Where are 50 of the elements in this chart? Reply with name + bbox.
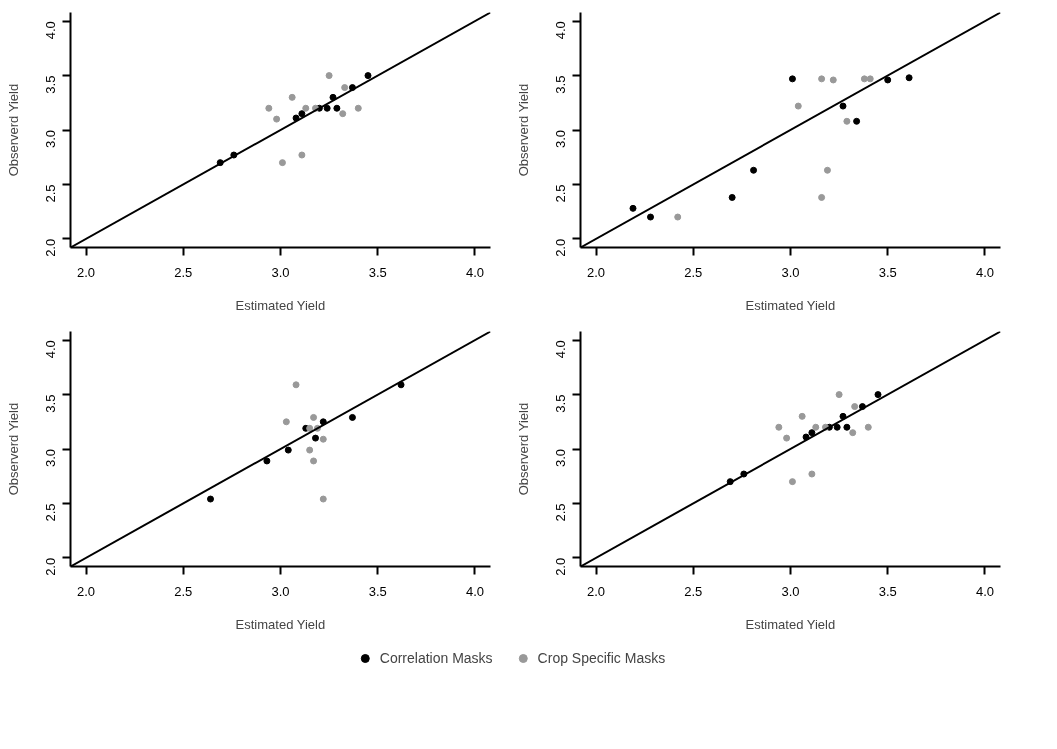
x-tick-label: 4.0: [465, 583, 484, 599]
x-tick-label: 3.0: [781, 264, 800, 280]
y-tick-label: 4.0: [553, 21, 568, 40]
y-tick-label: 3.0: [553, 129, 568, 149]
legend-label: Correlation Masks: [379, 650, 493, 666]
x-tick-label: 2.0: [587, 583, 606, 599]
x-axis-title: Estimated Yield: [745, 297, 836, 313]
y-tick-label: 3.5: [43, 75, 58, 94]
y-tick-label: 2.0: [43, 238, 58, 257]
y-axis-title: Observerd Yield: [5, 83, 21, 177]
x-tick-label: 2.5: [684, 583, 703, 599]
x-tick-label: 3.5: [878, 264, 897, 280]
y-tick-label: 2.5: [43, 184, 58, 203]
y-tick-label: 2.0: [553, 238, 568, 257]
x-axis-title: Estimated Yield: [235, 616, 326, 632]
y-axis-title: Observerd Yield: [515, 83, 531, 177]
y-tick-label: 3.0: [553, 448, 568, 468]
x-tick-label: 2.0: [587, 264, 606, 280]
x-axis-title: Estimated Yield: [745, 616, 836, 632]
x-tick-label: 2.0: [77, 264, 96, 280]
y-tick-label: 2.5: [553, 184, 568, 203]
x-tick-label: 2.5: [684, 264, 703, 280]
y-tick-label: 4.0: [43, 21, 58, 40]
y-tick-label: 2.0: [553, 557, 568, 576]
x-tick-label: 2.5: [174, 583, 193, 599]
y-tick-label: 3.5: [553, 75, 568, 94]
x-tick-label: 3.5: [368, 583, 387, 599]
x-tick-label: 4.0: [975, 583, 994, 599]
y-tick-label: 3.0: [43, 448, 58, 468]
x-tick-label: 3.0: [271, 264, 290, 280]
y-tick-label: 3.5: [553, 394, 568, 413]
x-tick-label: 2.0: [77, 583, 96, 599]
x-tick-label: 3.0: [781, 583, 800, 599]
x-tick-label: 3.5: [368, 264, 387, 280]
y-tick-label: 2.5: [43, 503, 58, 522]
y-axis-title: Observerd Yield: [5, 402, 21, 496]
y-tick-label: 2.0: [43, 557, 58, 576]
x-tick-label: 2.5: [174, 264, 193, 280]
legend-label: Crop Specific Masks: [537, 650, 666, 666]
x-tick-label: 3.5: [878, 583, 897, 599]
x-tick-label: 3.0: [271, 583, 290, 599]
y-tick-label: 3.0: [43, 129, 58, 149]
y-tick-label: 4.0: [553, 340, 568, 359]
x-tick-label: 4.0: [465, 264, 484, 280]
y-tick-label: 2.5: [553, 503, 568, 522]
y-tick-label: 3.5: [43, 394, 58, 413]
y-axis-title: Observerd Yield: [515, 402, 531, 496]
x-axis-title: Estimated Yield: [235, 297, 326, 313]
y-tick-label: 4.0: [43, 340, 58, 359]
x-tick-label: 4.0: [975, 264, 994, 280]
